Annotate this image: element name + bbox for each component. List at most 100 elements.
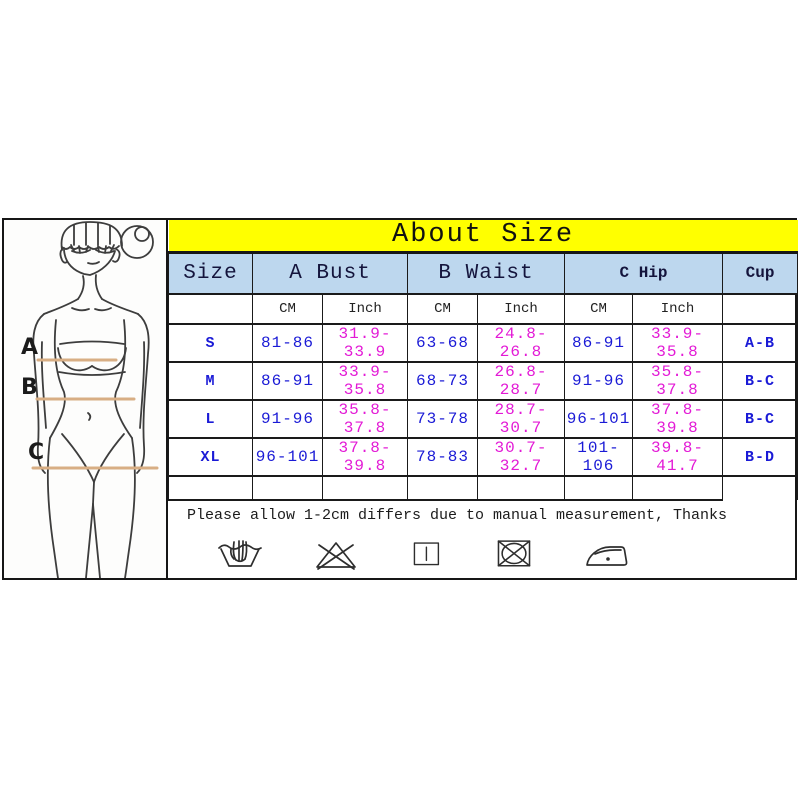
navel	[87, 412, 92, 421]
right-leg-outer	[124, 437, 136, 578]
neck-right	[94, 274, 103, 300]
hip-cm-cell: 86-91	[564, 323, 633, 363]
collarbone-left	[71, 307, 90, 312]
column-header-size: Size	[168, 251, 253, 295]
hair-bun	[120, 225, 154, 259]
right-ear	[112, 248, 121, 263]
left-breast	[57, 347, 93, 372]
waist-cm-cell: 68-73	[407, 361, 478, 401]
do-not-tumble-dry-icon	[497, 540, 530, 567]
page-title: About Size	[168, 220, 798, 254]
column-header-bust: A Bust	[252, 251, 408, 295]
table-row-l: L 91-96 35.8-37.8 73-78 28.7-30.7 96-101…	[168, 399, 799, 439]
hip-inch-cell: 33.9-35.8	[632, 323, 723, 363]
table-row-s: S 81-86 31.9-33.9 63-68 24.8-26.8 86-91 …	[168, 323, 799, 363]
bust-inch-cell: 35.8-37.8	[322, 399, 408, 439]
size-cell: L	[168, 399, 253, 439]
empty-cell	[632, 475, 723, 501]
empty-cell	[564, 475, 633, 501]
bust-cm-cell: 81-86	[252, 323, 323, 363]
waist-inch-cell: 28.7-30.7	[477, 399, 565, 439]
unit-label-inch: Inch	[477, 293, 565, 325]
unit-label-cm: CM	[252, 293, 323, 325]
size-chart-sheet: A B C About Size Size A Bust B Waist C H…	[2, 218, 799, 580]
hip-inch-cell: 39.8-41.7	[632, 437, 723, 477]
measurement-label-bust: A	[21, 335, 39, 360]
unit-label-cm: CM	[564, 293, 633, 325]
table-row-xl: XL 96-101 37.8-39.8 78-83 30.7-32.7 101-…	[168, 437, 799, 477]
about-size-banner: About Size	[168, 220, 798, 254]
iron-low-heat-icon	[585, 546, 627, 566]
waist-cm-cell: 63-68	[407, 323, 478, 363]
size-cell: XL	[168, 437, 253, 477]
hip-cm-cell: 101-106	[564, 437, 633, 477]
table-header-row: Size A Bust B Waist C Hip Cup	[168, 251, 799, 295]
size-cell: S	[168, 323, 253, 363]
column-header-hip: C Hip	[564, 251, 723, 295]
waist-inch-cell: 30.7-32.7	[477, 437, 565, 477]
left-ear	[59, 247, 68, 264]
hip-cm-cell: 91-96	[564, 361, 633, 401]
torso-left	[49, 319, 66, 439]
column-header-waist: B Waist	[407, 251, 565, 295]
collarbone-right	[94, 307, 112, 312]
hip-inch-cell: 37.8-39.8	[632, 399, 723, 439]
footer-cell: Please allow 1-2cm differs due to manual…	[169, 500, 798, 578]
hip-inch-cell: 35.8-37.8	[632, 361, 723, 401]
bust-cm-cell: 91-96	[252, 399, 323, 439]
underbust-line	[58, 371, 126, 376]
bust-inch-cell: 33.9-35.8	[322, 361, 408, 401]
bust-cm-cell: 86-91	[252, 361, 323, 401]
empty-cell	[721, 293, 799, 325]
mouth	[87, 261, 100, 265]
left-leg-outer	[47, 437, 59, 578]
torso-right	[114, 319, 133, 439]
waist-inch-cell: 24.8-26.8	[477, 323, 565, 363]
shoulder-right	[101, 298, 139, 315]
spacer-row	[168, 475, 799, 501]
empty-cell	[252, 475, 323, 501]
figure-illustration: A B C	[4, 220, 168, 578]
shoulder-left	[43, 298, 79, 315]
footer-row: Please allow 1-2cm differs due to manual…	[169, 500, 798, 578]
body-figure-drawing	[31, 221, 159, 578]
care-instruction-icons	[169, 536, 798, 570]
cup-cell: B-C	[721, 361, 799, 401]
size-chart-table: About Size Size A Bust B Waist C Hip Cup…	[168, 220, 799, 578]
neck-left	[77, 275, 85, 300]
right-arm	[136, 313, 150, 474]
unit-label-inch: Inch	[632, 293, 723, 325]
empty-cell	[477, 475, 565, 501]
bikini-right	[93, 433, 125, 483]
waist-cm-cell: 73-78	[407, 399, 478, 439]
bangs-fringe	[61, 245, 120, 250]
bust-inch-cell: 31.9-33.9	[322, 323, 408, 363]
line-dry-icon	[413, 542, 439, 566]
bikini-left	[61, 433, 95, 483]
measurement-label-hip: C	[28, 440, 45, 465]
empty-cell	[407, 475, 478, 501]
unit-label-inch: Inch	[322, 293, 408, 325]
empty-cell	[322, 475, 408, 501]
empty-cell	[168, 293, 253, 325]
cup-cell: B-D	[721, 437, 799, 477]
cup-cell: A-B	[721, 323, 799, 363]
hand-wash-icon	[217, 540, 262, 567]
units-row: CM Inch CM Inch CM Inch	[168, 293, 799, 325]
size-table-panel: About Size Size A Bust B Waist C Hip Cup…	[168, 220, 799, 578]
bust-top-line	[59, 340, 125, 345]
right-breast	[91, 347, 127, 372]
empty-cell	[721, 475, 799, 500]
bust-inch-cell: 37.8-39.8	[322, 437, 408, 477]
bust-cm-cell: 96-101	[252, 437, 323, 477]
waist-cm-cell: 78-83	[407, 437, 478, 477]
right-leg-inner	[92, 503, 101, 578]
hip-cm-cell: 96-101	[564, 399, 633, 439]
face-outline	[63, 249, 116, 276]
measurement-note: Please allow 1-2cm differs due to manual…	[186, 507, 728, 524]
measurement-label-waist: B	[21, 375, 38, 400]
size-cell: M	[168, 361, 253, 401]
waist-inch-cell: 26.8-28.7	[477, 361, 565, 401]
empty-cell	[168, 475, 253, 501]
column-header-cup: Cup	[721, 251, 799, 295]
